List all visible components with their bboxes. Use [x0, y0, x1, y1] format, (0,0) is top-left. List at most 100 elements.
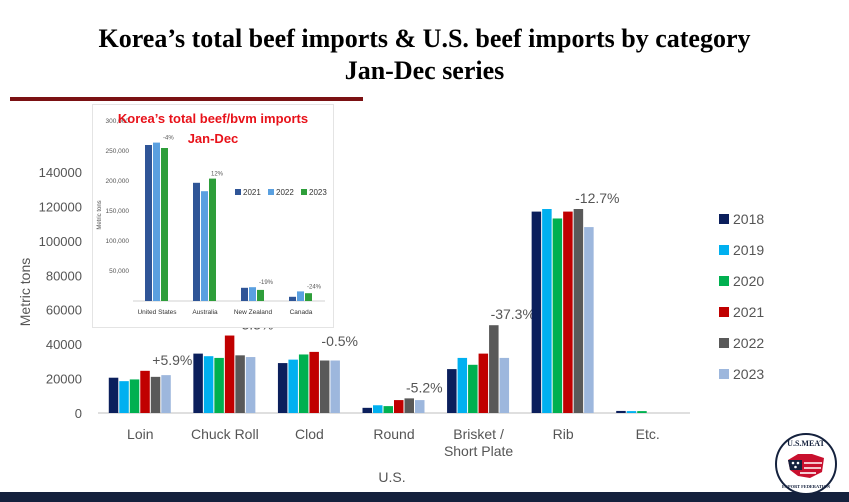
bar-2018-1 [193, 353, 203, 413]
legend-label-2023: 2023 [733, 366, 764, 382]
bar-2022-0 [150, 376, 161, 413]
y-tick-label: 40000 [46, 337, 82, 352]
bar-2022-2 [319, 360, 330, 413]
inset-y-axis-label: Metric tons [97, 200, 103, 229]
bar-2019-4 [457, 357, 468, 413]
legend-swatch-2022 [719, 338, 729, 348]
inset-x-tick-label: Canada [290, 309, 313, 316]
bar-2020-3 [383, 406, 393, 413]
inset-bar-2021-2 [241, 287, 248, 301]
bar-2019-5 [542, 209, 552, 413]
bar-2018-5 [531, 211, 542, 413]
bar-2018-0 [108, 377, 119, 413]
slide-title: Korea’s total beef imports & U.S. beef i… [98, 24, 751, 53]
inset-x-tick-label: New Zealand [234, 309, 273, 316]
inset-bar-2023-0 [161, 148, 168, 301]
inset-legend-label-2021: 2021 [243, 188, 261, 197]
inset-bar-2022-1 [201, 191, 208, 301]
inset-y-tick-label: 250,000 [106, 148, 130, 155]
legend-label-2018: 2018 [733, 211, 764, 227]
y-tick-label: 20000 [46, 372, 82, 387]
inset-bar-2022-2 [249, 287, 256, 301]
change-annotation: -12.7% [575, 190, 619, 206]
x-tick-label: Short Plate [444, 443, 513, 459]
title-rule [10, 97, 363, 101]
bar-2021-1 [224, 335, 235, 413]
y-tick-label: 60000 [46, 303, 82, 318]
bar-2020-6 [637, 411, 647, 413]
bar-2023-2 [330, 360, 340, 413]
legend-swatch-2019 [719, 245, 729, 255]
bar-2023-0 [161, 375, 171, 413]
legend-swatch-2023 [719, 369, 729, 379]
x-tick-label: Etc. [636, 426, 660, 442]
bar-2022-4 [489, 325, 499, 413]
bar-2018-2 [277, 363, 288, 413]
usmef-logo-icon: U.S.MEAT EXPORT FEDERATION [775, 433, 837, 495]
y-tick-label: 100000 [39, 234, 82, 249]
bar-2020-4 [468, 364, 478, 413]
legend-swatch-2018 [719, 214, 729, 224]
x-axis-label: U.S. [378, 469, 405, 485]
bar-2023-3 [415, 400, 425, 413]
inset-y-tick-label: 200,000 [106, 178, 130, 185]
inset-y-tick-label: 50,000 [109, 268, 129, 275]
change-annotation: -5.2% [406, 379, 443, 395]
inset-legend-swatch-2023 [301, 189, 307, 195]
inset-legend-swatch-2021 [235, 189, 241, 195]
bar-2023-5 [584, 227, 594, 413]
bar-2018-4 [447, 369, 457, 413]
footer-bar [0, 492, 849, 502]
inset-change-annotation: -4% [163, 136, 174, 142]
inset-legend-label-2022: 2022 [276, 188, 294, 197]
bar-2021-0 [140, 370, 150, 413]
inset-legend-swatch-2022 [268, 189, 274, 195]
legend-label-2022: 2022 [733, 335, 764, 351]
change-annotation: -0.5% [321, 333, 358, 349]
inset-bar-2023-2 [257, 289, 264, 301]
x-tick-label: Clod [295, 426, 324, 442]
logo-text-bottom: EXPORT FEDERATION [782, 484, 831, 489]
bar-2018-6 [616, 410, 626, 413]
inset-chart: 50,000 100,000 150,000 200,000 250,000 300,00… [97, 118, 327, 316]
inset-chart-title: Korea’s total beef/bvm imports [117, 111, 309, 126]
x-tick-label: Brisket / [453, 426, 504, 442]
inset-change-annotation: 12% [211, 172, 224, 178]
legend-swatch-2021 [719, 307, 729, 317]
bar-2020-0 [129, 379, 140, 413]
inset-y-tick-label: 150,000 [106, 208, 130, 215]
bar-2021-3 [394, 400, 404, 413]
bar-2019-0 [119, 381, 129, 413]
bar-2020-2 [298, 354, 309, 413]
inset-bar-2022-3 [297, 291, 304, 301]
bar-2018-3 [362, 407, 372, 413]
bar-2022-5 [573, 209, 584, 413]
inset-bar-2021-1 [193, 182, 200, 301]
bar-2023-1 [245, 357, 256, 413]
inset-x-tick-label: Australia [192, 309, 218, 316]
x-tick-label: Round [373, 426, 414, 442]
bar-2019-3 [373, 405, 383, 413]
legend-label-2020: 2020 [733, 273, 764, 289]
inset-y-tick-label: 300,000 [106, 118, 130, 125]
x-tick-label: Loin [127, 426, 153, 442]
legend-label-2021: 2021 [733, 304, 764, 320]
y-tick-label: 120000 [39, 199, 82, 214]
bar-2021-4 [478, 353, 489, 413]
inset-y-tick-label: 100,000 [106, 238, 130, 245]
y-tick-label: 0 [75, 406, 82, 421]
inset-change-annotation: -19% [259, 280, 274, 286]
inset-chart-subtitle: Jan-Dec [187, 131, 239, 146]
change-annotation: +5.9% [152, 352, 192, 368]
y-axis-label: Metric tons [17, 258, 33, 326]
bar-2022-1 [235, 355, 245, 413]
legend-label-2019: 2019 [733, 242, 764, 258]
inset-legend-label-2023: 2023 [309, 188, 327, 197]
inset-bar-2023-3 [305, 293, 312, 301]
inset-bar-2021-3 [289, 296, 296, 301]
change-annotation: -37.3% [491, 306, 535, 322]
bar-2022-3 [404, 398, 414, 413]
x-tick-label: Rib [553, 426, 574, 442]
inset-bar-2022-0 [153, 142, 160, 301]
